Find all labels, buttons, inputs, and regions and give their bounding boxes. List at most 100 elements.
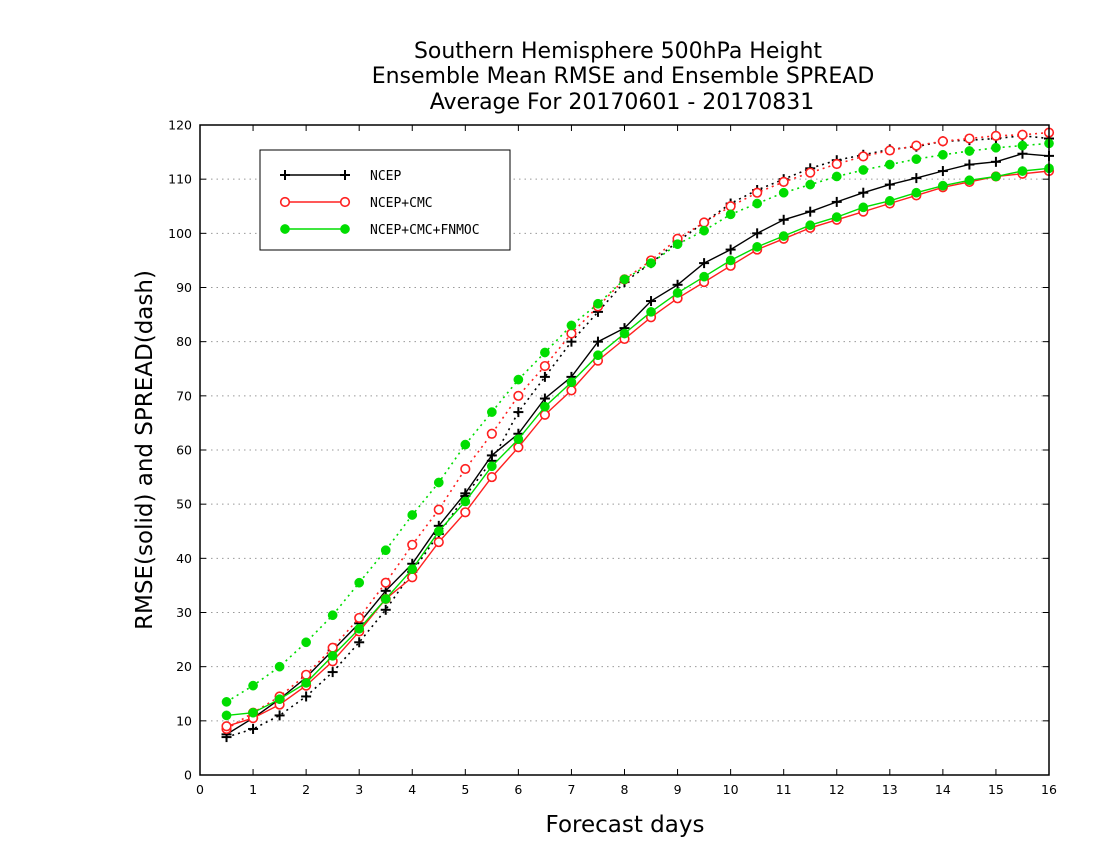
rmse-point-ncep-27 — [937, 166, 948, 177]
spread-point-ncep-cmc-8 — [433, 504, 444, 515]
spread-point-ncep-cmc-fnmoc-12 — [540, 347, 550, 358]
spread-point-ncep-cmc-fnmoc-15 — [619, 274, 630, 285]
y-tick-label-120: 120 — [168, 118, 192, 133]
spread-point-ncep-cmc-24 — [858, 151, 869, 162]
rmse-point-ncep-cmc-fnmoc-16 — [646, 307, 656, 317]
legend-marker-start-ncep-cmc-fnmoc — [280, 224, 290, 234]
rmse-point-ncep-22 — [805, 206, 816, 217]
spread-point-ncep-cmc-fnmoc-10 — [486, 407, 497, 417]
rmse-point-ncep-10 — [486, 450, 497, 461]
spread-point-ncep-cmc-fnmoc-14 — [593, 298, 603, 309]
rmse-point-ncep-25 — [884, 179, 895, 190]
rmse-point-ncep-cmc-fnmoc-14 — [593, 350, 603, 361]
rmse-point-ncep-29 — [990, 156, 1001, 167]
spread-point-ncep-cmc-23 — [831, 158, 842, 170]
grid — [200, 178, 1049, 722]
spread-point-ncep-cmc-fnmoc-29 — [991, 142, 1001, 153]
rmse-point-ncep-28 — [964, 159, 975, 170]
legend-label-ncep: NCEP — [370, 169, 401, 184]
spread-point-ncep-cmc-fnmoc-18 — [699, 225, 709, 236]
spread-point-ncep-cmc-13 — [566, 328, 577, 339]
title-line-2: Ensemble Mean RMSE and Ensemble SPREAD — [372, 64, 875, 89]
rmse-point-ncep-26 — [911, 173, 922, 184]
rmse-point-ncep-cmc-fnmoc-22 — [805, 220, 816, 231]
rmse-point-ncep-cmc-fnmoc-2 — [274, 694, 285, 705]
rmse-line-ncep-cmc — [226, 170, 1050, 727]
spread-point-ncep-cmc-fnmoc-3 — [301, 637, 311, 648]
x-tick-label-14: 14 — [935, 782, 951, 797]
y-tick-label-0: 0 — [184, 768, 192, 783]
x-tick-label-6: 6 — [514, 782, 522, 797]
rmse-point-ncep-cmc-fnmoc-6 — [380, 594, 391, 604]
spread-point-ncep-cmc-fnmoc-24 — [858, 165, 869, 175]
spread-point-ncep-cmc-21 — [778, 176, 789, 187]
legend-label-ncep-cmc: NCEP+CMC — [370, 196, 433, 211]
rmse-point-ncep-cmc-fnmoc-8 — [433, 526, 444, 537]
rmse-point-ncep-24 — [858, 187, 869, 198]
legend-marker-end-ncep-cmc — [339, 196, 351, 208]
spread-point-ncep-cmc-5 — [354, 612, 365, 624]
legend-marker-end-ncep — [340, 170, 350, 180]
rmse-point-ncep-cmc-fnmoc-18 — [699, 271, 709, 282]
spread-point-ncep-4 — [327, 667, 338, 678]
spread-line-ncep-cmc — [226, 131, 1050, 730]
y-tick-label-30: 30 — [176, 605, 192, 620]
x-tick-label-10: 10 — [723, 782, 739, 797]
x-tick-label-5: 5 — [461, 782, 469, 797]
rmse-point-ncep-14 — [592, 336, 603, 347]
rmse-point-ncep-cmc-fnmoc-20 — [752, 242, 763, 252]
legend-box — [259, 149, 511, 251]
y-tick-label-10: 10 — [176, 713, 192, 728]
spread-point-ncep-cmc-28 — [964, 133, 975, 144]
spread-point-ncep-cmc-fnmoc-22 — [805, 179, 816, 190]
rmse-point-ncep-cmc-13 — [566, 385, 577, 396]
y-axis-title: RMSE(solid) and SPREAD(dash) — [132, 270, 158, 630]
y-tick-label-100: 100 — [168, 226, 192, 241]
spread-point-ncep-6 — [380, 604, 391, 615]
y-tick-label-90: 90 — [176, 280, 192, 295]
x-tick-label-1: 1 — [249, 782, 257, 797]
y-tick-label-20: 20 — [176, 659, 192, 674]
rmse-point-ncep-cmc-fnmoc-21 — [778, 231, 789, 241]
x-tick-label-3: 3 — [355, 782, 363, 797]
spread-point-ncep-1 — [248, 723, 259, 734]
rmse-point-ncep-cmc-0 — [221, 721, 232, 732]
spread-point-ncep-cmc-fnmoc-23 — [831, 171, 842, 182]
spread-point-ncep-cmc-7 — [407, 539, 418, 550]
x-tick-label-13: 13 — [882, 782, 898, 797]
rmse-point-ncep-cmc-fnmoc-7 — [407, 564, 418, 575]
spread-point-ncep-cmc-3 — [301, 669, 312, 680]
spread-point-ncep-cmc-26 — [911, 140, 922, 151]
rmse-point-ncep-cmc-fnmoc-10 — [486, 461, 497, 472]
spread-point-ncep-cmc-fnmoc-8 — [433, 477, 444, 488]
rmse-point-ncep-cmc-9 — [460, 507, 471, 518]
spread-point-ncep-cmc-fnmoc-30 — [1017, 140, 1028, 151]
spread-point-ncep-cmc-fnmoc-1 — [248, 680, 258, 691]
spread-point-ncep-cmc-fnmoc-9 — [460, 439, 471, 450]
x-tick-label-7: 7 — [567, 782, 575, 797]
y-tick-label-50: 50 — [176, 497, 192, 512]
rmse-point-ncep-16 — [646, 296, 657, 307]
spread-point-ncep-cmc-fnmoc-7 — [407, 510, 418, 520]
rmse-point-ncep-cmc-fnmoc-1 — [248, 707, 258, 718]
spread-point-ncep-11 — [513, 407, 524, 418]
rmse-point-ncep-cmc-11 — [513, 442, 524, 453]
spread-point-ncep-cmc-fnmoc-0 — [221, 697, 232, 707]
rmse-point-ncep-cmc-fnmoc-12 — [540, 401, 550, 412]
rmse-point-ncep-cmc-fnmoc-25 — [884, 195, 895, 206]
y-tick-label-110: 110 — [168, 172, 192, 187]
title-line-1: Southern Hemisphere 500hPa Height — [414, 39, 822, 64]
title-line-3: Average For 20170601 - 20170831 — [430, 90, 815, 115]
rmse-point-ncep-18 — [699, 258, 710, 269]
rmse-point-ncep-cmc-7 — [407, 572, 418, 583]
spread-line-ncep-cmc-fnmoc — [226, 142, 1050, 703]
spread-point-ncep-2 — [274, 710, 285, 721]
rmse-point-ncep-cmc-8 — [433, 536, 444, 548]
spread-point-ncep-cmc-11 — [513, 390, 524, 401]
rmse-point-ncep-cmc-fnmoc-0 — [221, 710, 232, 721]
y-tick-label-60: 60 — [176, 443, 192, 458]
rmse-point-ncep-cmc-fnmoc-15 — [619, 328, 630, 339]
spread-point-ncep-cmc-6 — [380, 577, 391, 588]
